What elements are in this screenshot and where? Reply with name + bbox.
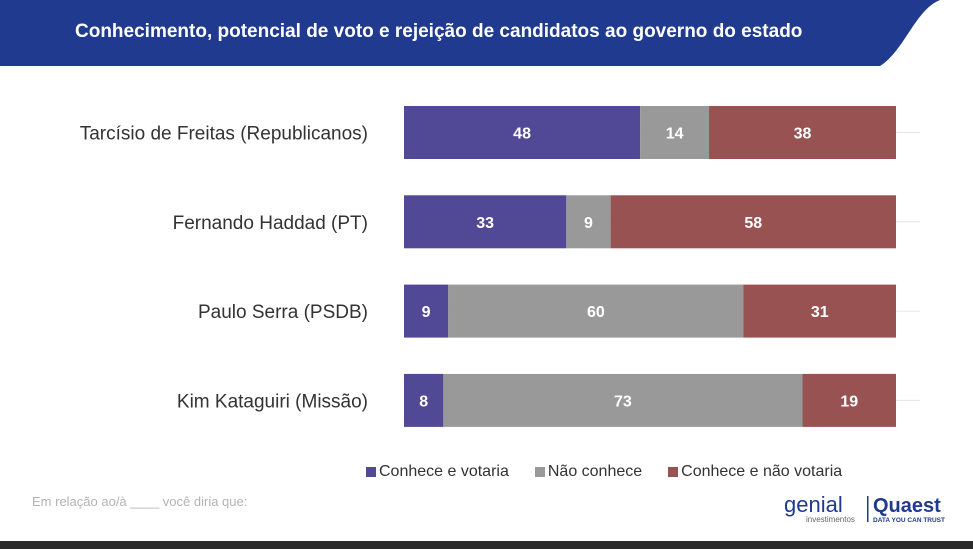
bar-segment bbox=[709, 106, 896, 159]
quaest-logo-text: Quaest bbox=[873, 495, 941, 517]
legend-label-nao-conhece: Não conhece bbox=[547, 463, 643, 480]
bar-segment bbox=[443, 373, 803, 427]
data-label: 19 bbox=[840, 393, 858, 410]
category-label: Tarcísio de Freitas (Republicanos) bbox=[80, 124, 368, 145]
data-label: 73 bbox=[614, 393, 632, 410]
data-label: 9 bbox=[584, 215, 593, 232]
data-label: 31 bbox=[811, 304, 829, 321]
data-label: 14 bbox=[666, 126, 684, 143]
header-band bbox=[0, 0, 973, 66]
genial-logo-text: genial bbox=[784, 492, 843, 517]
bar-segment bbox=[404, 106, 641, 159]
bar-segment bbox=[802, 373, 896, 427]
stacked-bar-chart: Tarcísio de Freitas (Republicanos) Fernan… bbox=[80, 106, 920, 427]
data-label: 48 bbox=[513, 126, 531, 143]
sponsor-logos: genial investimentos Quaest DATA YOU CAN… bbox=[784, 492, 945, 524]
logo-divider bbox=[867, 496, 869, 522]
category-label: Paulo Serra (PSDB) bbox=[198, 302, 368, 323]
quaest-logo-tagline: DATA YOU CAN TRUST bbox=[873, 517, 945, 524]
bar-segment bbox=[743, 284, 896, 338]
bottom-strip bbox=[0, 541, 973, 549]
page-title: Conhecimento, potencial de voto e rejeiç… bbox=[75, 21, 803, 42]
footnote: Em relação ao/à ____ você diria que: bbox=[32, 494, 248, 509]
legend-swatch-votaria bbox=[366, 467, 376, 477]
bar-segment bbox=[610, 195, 896, 249]
bar-segment bbox=[404, 373, 444, 427]
legend-item-nao-votaria: Conhece e não votaria bbox=[668, 463, 842, 481]
data-label: 9 bbox=[422, 304, 431, 321]
legend-label-nao-votaria: Conhece e não votaria bbox=[681, 463, 843, 480]
category-label: Fernando Haddad (PT) bbox=[173, 213, 368, 234]
data-label: 38 bbox=[794, 126, 812, 143]
bar-segment bbox=[448, 284, 744, 338]
data-label: 60 bbox=[587, 304, 605, 321]
bar-segment bbox=[566, 195, 611, 249]
legend-swatch-nao-conhece bbox=[534, 467, 545, 477]
bar-segment bbox=[404, 195, 567, 249]
bar-segment bbox=[404, 284, 449, 338]
data-label: 33 bbox=[476, 215, 494, 232]
bar-segment bbox=[640, 106, 710, 159]
data-label: 58 bbox=[744, 215, 762, 232]
category-labels: Tarcísio de Freitas (Republicanos) Fernan… bbox=[80, 124, 368, 413]
legend-swatch-nao-votaria bbox=[668, 467, 679, 477]
category-label: Kim Kataguiri (Missão) bbox=[177, 391, 368, 412]
legend-item-nao-conhece: Não conhece bbox=[534, 463, 643, 481]
data-label: 8 bbox=[419, 393, 428, 410]
grid-lines bbox=[404, 132, 920, 401]
legend-item-votaria: Conhece e votaria bbox=[366, 463, 509, 481]
legend: Conhece e votaria Não conhece Conhece e … bbox=[366, 462, 842, 482]
genial-logo-subtext: investimentos bbox=[806, 515, 855, 524]
legend-label-votaria: Conhece e votaria bbox=[379, 463, 509, 480]
bars: 48 14 38 33 9 58 9 60 31 8 73 19 bbox=[404, 106, 896, 427]
